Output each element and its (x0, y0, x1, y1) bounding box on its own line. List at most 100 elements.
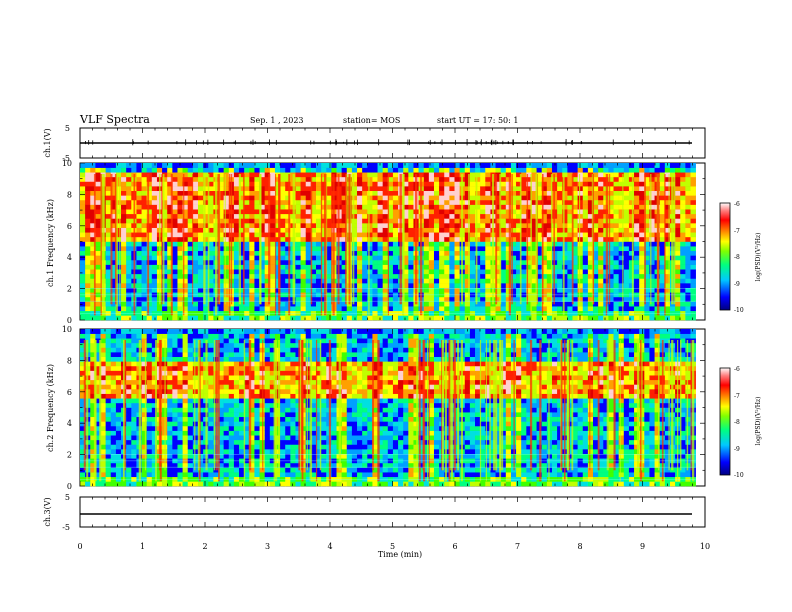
spectrogram-cell (372, 273, 378, 279)
spectrogram-cell (480, 310, 486, 316)
spectrogram-cell (167, 236, 173, 242)
spectrogram-cell (628, 278, 635, 284)
spectrogram-cell (367, 172, 373, 178)
spectrogram-cell (577, 269, 584, 275)
spectrogram-cell (310, 190, 317, 196)
spectrogram-cell (305, 227, 312, 233)
spectrogram-cell (510, 181, 517, 187)
spectrogram-cell (516, 259, 522, 265)
spectrogram-cell (274, 296, 281, 302)
spectrogram-cell (690, 186, 696, 192)
spectrogram-cell (233, 167, 240, 173)
spectrogram-cell (126, 223, 132, 228)
spectrogram-burst (238, 173, 242, 305)
spectrogram-cell (439, 172, 445, 178)
spectrogram-burst (475, 173, 478, 305)
spectrogram-cell (608, 264, 614, 270)
spectrogram-cell (428, 255, 435, 261)
spectrogram-cell (485, 306, 491, 312)
spectrogram-cell (95, 315, 101, 321)
spectrogram-cell (480, 273, 486, 279)
spectrogram-cell (187, 241, 194, 247)
spectrogram-cell (567, 250, 573, 256)
spectrogram-cell (110, 407, 117, 413)
spectrogram-cell (110, 342, 117, 348)
spectrogram-cell (151, 430, 158, 436)
spectrogram-cell (192, 176, 199, 182)
spectrogram-cell (95, 407, 101, 413)
spectrogram-cell (485, 209, 491, 215)
spectrogram-cell (187, 273, 194, 279)
spectrogram-cell (449, 296, 455, 302)
spectrogram-cell (408, 213, 414, 219)
spectrogram-cell (639, 223, 645, 228)
spectrogram-cell (459, 315, 466, 321)
spectrogram-cell (95, 195, 101, 201)
spectrogram-cell (239, 172, 245, 178)
spectrogram-cell (639, 310, 645, 316)
spectrogram-cell (562, 306, 568, 312)
spectrogram-cell (505, 301, 512, 307)
spectrogram-cell (403, 167, 409, 173)
spectrogram-cell (95, 296, 101, 302)
spectrogram-cell (685, 283, 691, 288)
spectrogram-cell (223, 213, 230, 219)
spectrogram-cell (326, 167, 332, 173)
spectrogram-cell (341, 296, 348, 302)
spectrogram-cell (162, 301, 168, 307)
spectrogram-cell (608, 209, 614, 215)
spectrogram-cell (690, 287, 696, 293)
spectrogram-cell (408, 209, 414, 215)
spectrogram-cell (208, 199, 214, 205)
spectrogram-cell (300, 241, 307, 247)
spectrogram-cell (141, 444, 147, 450)
spectrogram-cell (577, 209, 584, 215)
spectrogram-cell (428, 172, 435, 178)
spectrogram-burst (114, 173, 117, 305)
spectrogram-cell (167, 195, 173, 201)
spectrogram-cell (177, 195, 183, 201)
spectrogram-cell (392, 209, 399, 215)
spectrogram-cell (115, 259, 122, 265)
spectrogram-cell (269, 306, 276, 312)
spectrogram-cell (146, 481, 153, 487)
spectrogram-cell (346, 167, 353, 173)
spectrogram-cell (239, 204, 245, 210)
spectrogram-cell (433, 195, 440, 201)
spectrogram-burst (345, 173, 348, 305)
spectrogram-cell (567, 199, 573, 205)
spectrogram-cell (546, 255, 553, 261)
spectrogram-cell (192, 315, 199, 321)
spectrogram-cell (567, 236, 573, 242)
spectrogram-burst (644, 173, 646, 305)
spectrogram-cell (141, 301, 147, 307)
spectrogram-cell (305, 269, 312, 275)
spectrogram-cell (392, 186, 399, 192)
spectrogram-cell (115, 264, 122, 270)
spectrogram-cell (618, 264, 625, 270)
spectrogram-cell (95, 181, 101, 187)
spectrogram-cell (233, 213, 240, 219)
spectrogram-cell (505, 204, 512, 210)
spectrogram-cell (300, 306, 307, 312)
spectrogram-cell (110, 315, 117, 321)
spectrogram-cell (177, 310, 183, 316)
spectrogram-cell (526, 264, 532, 270)
spectrogram-cell (403, 287, 409, 293)
spectrogram-cell (372, 255, 378, 261)
spectrogram-cell (639, 273, 645, 279)
spectrogram-cell (259, 227, 265, 233)
spectrogram-cell (315, 186, 322, 192)
spectrogram-cell (423, 310, 430, 316)
spectrogram-cell (628, 296, 635, 302)
spectrogram-cell (315, 296, 322, 302)
spectrogram-cell (444, 273, 450, 279)
spectrogram-cell (618, 213, 625, 219)
spectrogram-cell (490, 306, 496, 312)
spectrogram-cell (613, 273, 619, 279)
spectrogram-cell (454, 195, 460, 201)
spectrogram-cell (675, 163, 681, 168)
spectrogram-cell (536, 176, 543, 182)
spectrogram-cell (244, 241, 250, 247)
spectrogram-cell (454, 283, 460, 288)
